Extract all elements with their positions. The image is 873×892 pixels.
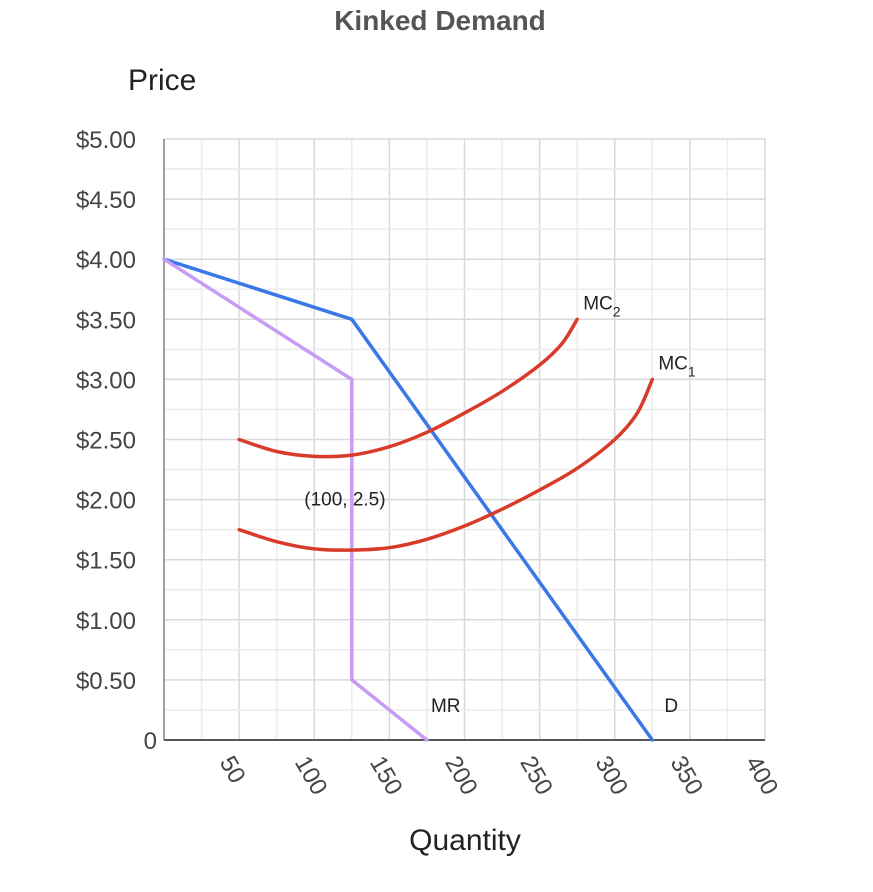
y-tick-label: $3.50 [76,307,136,334]
x-tick-label: 250 [514,752,557,800]
y-tick-label: $0.50 [76,668,136,695]
x-tick-label: 100 [289,752,332,800]
y-tick-label: 0 [144,728,157,755]
series-d-label: D [664,696,678,717]
chart-title: Kinked Demand [334,5,546,36]
x-tick-label: 400 [740,752,783,800]
annotation-label: (100, 2.5) [304,490,385,511]
y-tick-label: $1.00 [76,608,136,635]
y-axis-title: Price [128,64,196,97]
x-tick-label: 300 [590,752,633,800]
series [162,257,655,742]
x-tick-label: 200 [439,752,482,800]
series-mc2-line [237,317,579,459]
y-tick-label: $5.00 [76,127,136,154]
grid [163,138,766,741]
series-mr-label: MR [431,696,461,717]
x-tick-label: 350 [665,752,708,800]
x-axis-title: Quantity [409,824,521,857]
series-mc1-line [237,377,655,552]
y-tick-label: $2.00 [76,488,136,515]
x-tick-label: 50 [214,752,251,789]
y-tick-label: $4.50 [76,187,136,214]
y-tick-label: $2.50 [76,428,136,455]
axes [163,139,765,741]
y-tick-label: $1.50 [76,548,136,575]
series-mr-line [162,257,429,742]
x-tick-label: 150 [364,752,407,800]
y-tick-label: $4.00 [76,247,136,274]
series-d-line [162,257,655,742]
y-tick-label: $3.00 [76,367,136,394]
